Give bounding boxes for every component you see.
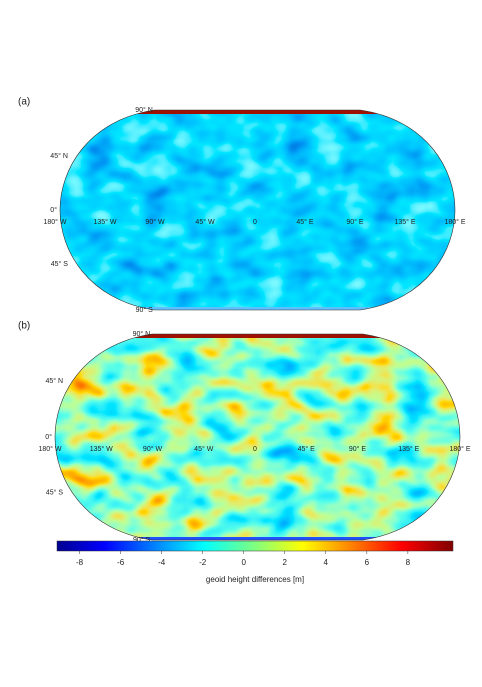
polar-band — [60, 110, 455, 114]
colorbar-ramp — [56, 540, 454, 552]
colorbar-tick-label: 2 — [283, 558, 288, 567]
polar-band — [55, 334, 460, 338]
lon-label: 45° W — [194, 445, 214, 453]
colorbar-tick-label: 8 — [406, 558, 411, 567]
maps: (a) 90° N 45° N 0° 45° S 90° S 180° W 135° W 90°… — [18, 97, 471, 544]
lon-label: 90° W — [143, 445, 163, 453]
map-field — [55, 334, 460, 540]
colorbar-tick-label: 6 — [365, 558, 370, 567]
lat-label: 90° N — [133, 330, 151, 338]
lat-label: 45° S — [46, 488, 64, 496]
map-outline — [54, 333, 461, 541]
lon-label: 180° W — [38, 445, 61, 453]
lat-label: 0° — [50, 206, 57, 214]
lat-label: 0° — [45, 433, 52, 441]
map-field — [60, 110, 455, 310]
colorbar-tick-label: -4 — [158, 558, 166, 567]
colorbar: -8 -6 -4 -2 0 2 4 6 8 geoid height differences [m… — [56, 540, 454, 584]
map — [55, 334, 460, 540]
lon-label: 0 — [253, 219, 257, 226]
lon-label: 180° E — [444, 218, 465, 226]
lat-label: 45° N — [50, 152, 68, 160]
lat-label: 45° N — [46, 377, 64, 385]
lat-label: 90° S — [133, 536, 151, 544]
lon-label: 45° E — [298, 445, 316, 453]
lon-label: 90° E — [346, 218, 364, 226]
colorbar-title: geoid height differences [m] — [206, 575, 304, 584]
lon-label: 180° E — [449, 445, 470, 453]
colorbar-tick-label: -2 — [199, 558, 207, 567]
lon-label: 135° E — [398, 445, 419, 453]
lon-label: 135° W — [93, 218, 116, 226]
lat-label: 45° S — [51, 260, 69, 268]
colorbar-tick-label: 4 — [324, 558, 329, 567]
lon-label: 45° W — [195, 218, 215, 226]
panel-label: (b) — [18, 321, 30, 332]
lat-label: 90° N — [135, 106, 153, 114]
map — [60, 110, 455, 310]
lon-label: 0 — [253, 446, 257, 453]
polar-band — [55, 537, 460, 540]
polar-band — [60, 307, 455, 310]
lon-label: 90° E — [349, 445, 367, 453]
colorbar-tick-label: -6 — [117, 558, 125, 567]
lon-label: 180° W — [43, 218, 66, 226]
lon-label: 135° W — [90, 445, 113, 453]
colorbar-tick-label: -8 — [76, 558, 84, 567]
lon-label: 90° W — [145, 218, 165, 226]
lat-label: 90° S — [136, 306, 154, 314]
panel-label: (a) — [18, 97, 30, 108]
lon-label: 45° E — [296, 218, 314, 226]
colorbar-tick-label: 0 — [241, 558, 246, 567]
lon-label: 135° E — [394, 218, 415, 226]
